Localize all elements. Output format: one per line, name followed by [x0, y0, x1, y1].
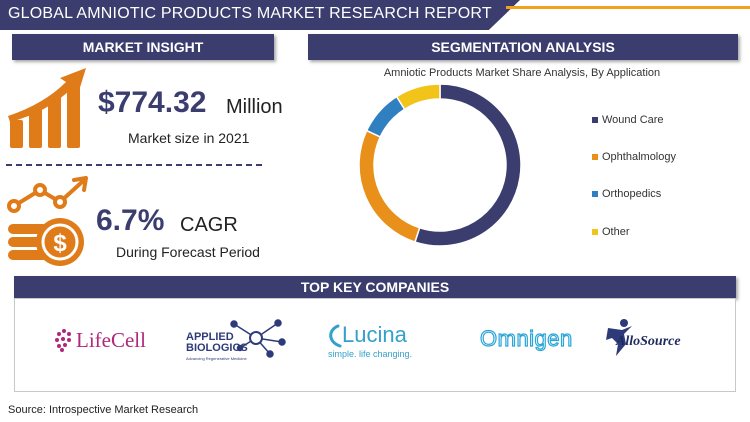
- donut-slice-orthopedics: [365, 95, 406, 138]
- allosource-logo: AlloSource: [602, 318, 702, 368]
- top-companies-header: TOP KEY COMPANIES: [14, 276, 736, 298]
- lifecell-logo-text: LifeCell: [76, 328, 146, 352]
- growth-bar-chart-icon: [8, 68, 86, 148]
- omnigen-logo-text: Omnigen: [479, 325, 573, 351]
- molecule-icon: [230, 319, 286, 358]
- legend-item-orthopedics: Orthopedics: [592, 188, 661, 200]
- market-size-value: $774.32: [98, 86, 207, 119]
- lifecell-logo: LifeCell: [54, 318, 164, 368]
- applied-text: APPLIED: [186, 331, 234, 343]
- lucina-logo: Lucina simple. life changing.: [326, 318, 426, 368]
- applied-biologics-logo: APPLIED BIOLOGICS Advancing Regenerative…: [186, 318, 286, 368]
- applied-biologics-text: APPLIED BIOLOGICS: [186, 332, 248, 354]
- legend-swatch: [592, 154, 598, 161]
- lucina-tagline: simple. life changing.: [328, 349, 413, 359]
- donut-slice-other: [395, 83, 441, 111]
- cagr-label: CAGR: [180, 214, 238, 236]
- legend-swatch: [592, 191, 598, 198]
- legend-item-ophthalmology: Ophthalmology: [592, 151, 676, 163]
- page-title: GLOBAL AMNIOTIC PRODUCTS MARKET RESEARCH…: [8, 5, 492, 22]
- section-divider: [6, 164, 262, 166]
- accent-line: [506, 6, 750, 9]
- market-size-unit: Million: [226, 96, 283, 118]
- biologics-text: BIOLOGICS: [186, 342, 248, 354]
- companies-panel: [14, 298, 736, 392]
- legend-label: Other: [602, 226, 630, 238]
- svg-text:$: $: [53, 230, 67, 257]
- allosource-logo-text: AlloSource: [616, 334, 681, 349]
- omnigen-logo: Omnigen: [479, 318, 573, 368]
- chart-title: Amniotic Products Market Share Analysis,…: [383, 67, 661, 79]
- donut-slice-ophthalmology: [358, 129, 421, 243]
- donut-chart: [358, 83, 522, 247]
- coin-growth-icon: $: [7, 176, 88, 266]
- legend-label: Ophthalmology: [602, 151, 676, 163]
- legend-label: Orthopedics: [602, 188, 662, 200]
- source-note: Source: Introspective Market Research: [8, 404, 199, 416]
- segmentation-header: SEGMENTATION ANALYSIS: [308, 34, 738, 60]
- lucina-swirl-icon: [329, 324, 342, 348]
- legend-label: Wound Care: [602, 114, 664, 126]
- applied-biologics-tagline: Advancing Regenerative Medicine: [186, 356, 247, 361]
- lucina-logo-text: Lucina: [342, 322, 407, 347]
- donut-slice-wound-care: [414, 83, 522, 247]
- legend-item-wound-care: Wound Care: [592, 114, 664, 126]
- legend-swatch: [592, 229, 598, 236]
- legend-swatch: [592, 117, 598, 124]
- cagr-caption: During Forecast Period: [116, 244, 260, 260]
- cagr-value: 6.7%: [96, 204, 165, 237]
- title-banner: [0, 0, 520, 30]
- legend-item-other: Other: [592, 226, 630, 238]
- market-insight-header: MARKET INSIGHT: [12, 34, 274, 60]
- allosource-figure-icon: [606, 319, 632, 356]
- lifecell-dots-icon: [55, 329, 71, 352]
- market-size-caption: Market size in 2021: [128, 130, 250, 146]
